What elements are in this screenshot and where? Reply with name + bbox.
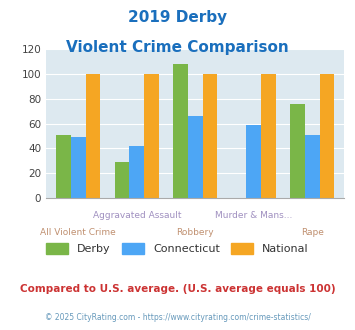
Text: Aggravated Assault: Aggravated Assault [93, 211, 181, 220]
Bar [86, 74, 100, 198]
Bar [144, 74, 159, 198]
Bar [115, 162, 130, 198]
Bar [246, 125, 261, 198]
Text: Murder & Mans...: Murder & Mans... [215, 211, 293, 220]
Text: 2019 Derby: 2019 Derby [128, 10, 227, 25]
Text: All Violent Crime: All Violent Crime [40, 228, 116, 237]
Text: Compared to U.S. average. (U.S. average equals 100): Compared to U.S. average. (U.S. average … [20, 284, 335, 294]
Text: Robbery: Robbery [176, 228, 214, 237]
Bar [320, 74, 334, 198]
Text: Rape: Rape [301, 228, 324, 237]
Bar [56, 135, 71, 198]
Text: © 2025 CityRating.com - https://www.cityrating.com/crime-statistics/: © 2025 CityRating.com - https://www.city… [45, 314, 310, 322]
Bar [203, 74, 217, 198]
Bar [130, 146, 144, 198]
Bar [305, 135, 320, 198]
Text: Violent Crime Comparison: Violent Crime Comparison [66, 40, 289, 54]
Bar [290, 104, 305, 198]
Bar [188, 116, 203, 198]
Bar [71, 137, 86, 198]
Bar [173, 64, 188, 198]
Bar [261, 74, 275, 198]
Legend: Derby, Connecticut, National: Derby, Connecticut, National [42, 238, 313, 258]
